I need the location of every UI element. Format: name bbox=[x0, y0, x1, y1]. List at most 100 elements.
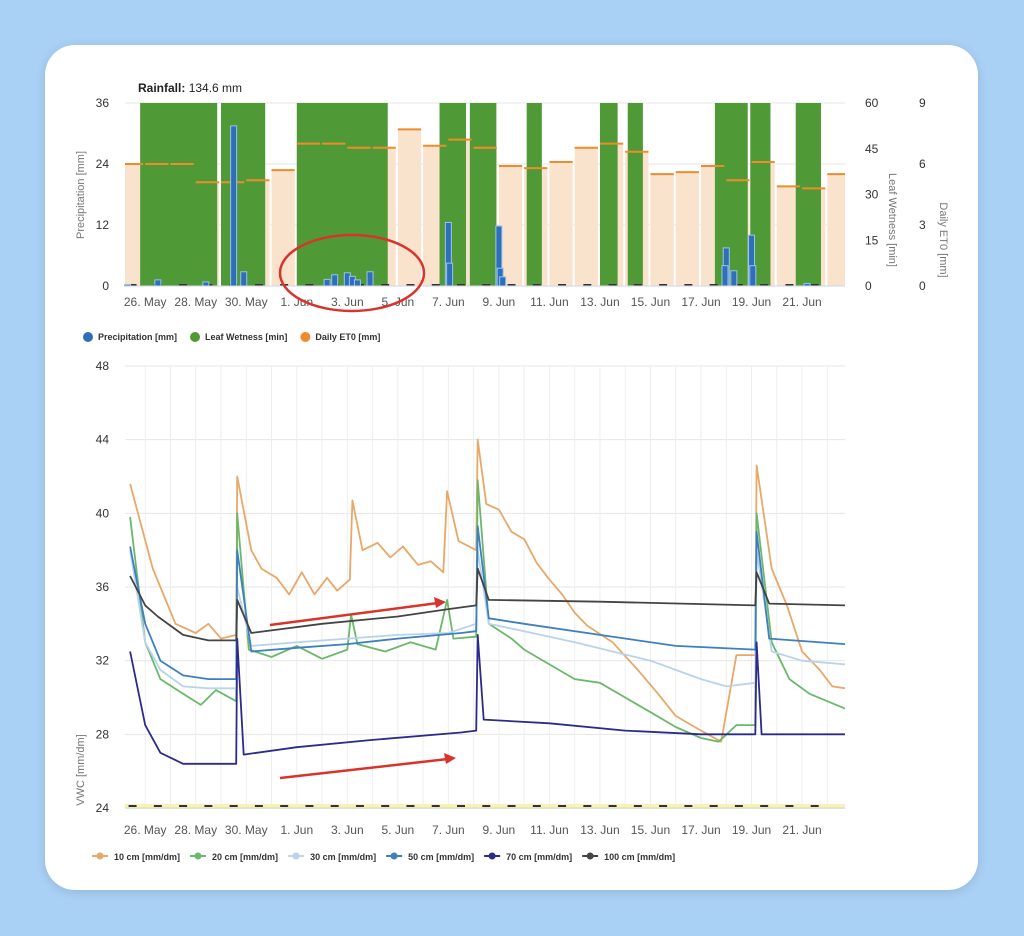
legend-label: 20 cm [mm/dm] bbox=[212, 852, 278, 862]
et0-bar bbox=[549, 161, 573, 286]
top-chart: 26. May 28. May 30. May 1. Jun 3. Jun 5. Jun 7… bbox=[75, 96, 949, 342]
rainfall-title: Rainfall: 134.6 mm bbox=[138, 81, 242, 95]
y-tick-label: 40 bbox=[96, 506, 110, 520]
trend-arrow bbox=[279, 753, 456, 780]
precipitation-bar bbox=[323, 278, 331, 287]
y-tick-leaf-wetness: 30 bbox=[865, 188, 879, 202]
x-tick-label: 3. Jun bbox=[331, 823, 364, 837]
precipitation-bar bbox=[499, 276, 507, 287]
y-tick-et0: 3 bbox=[919, 218, 926, 232]
x-tick-label: 5. Jun bbox=[381, 823, 414, 837]
x-tick-label: 26. May bbox=[124, 823, 167, 837]
x-tick-label: 11. Jun bbox=[530, 295, 568, 309]
legend-marker bbox=[190, 332, 201, 342]
y-axis-title-leaf-wetness: Leaf Wetness [min] bbox=[886, 173, 898, 267]
legend-label: 10 cm [mm/dm] bbox=[114, 852, 180, 862]
legend-marker bbox=[300, 332, 311, 342]
leaf-wetness-bar bbox=[439, 103, 467, 286]
x-tick-label: 19. Jun bbox=[732, 295, 771, 309]
precipitation-bar bbox=[749, 265, 757, 287]
precipitation-bar bbox=[230, 125, 238, 287]
x-tick-label: 30. May bbox=[225, 823, 268, 837]
legend-label: Precipitation [mm] bbox=[98, 332, 177, 342]
et0-bar bbox=[827, 174, 845, 286]
x-tick-label: 7. Jun bbox=[432, 823, 465, 837]
y-tick-left: 0 bbox=[102, 279, 109, 293]
y-tick-label: 48 bbox=[96, 359, 110, 373]
legend-label: 50 cm [mm/dm] bbox=[408, 852, 474, 862]
leaf-wetness-bar bbox=[469, 103, 497, 286]
legend-label: Daily ET0 [mm] bbox=[315, 332, 380, 342]
series-line-70cm bbox=[129, 634, 845, 765]
et0-bar bbox=[650, 174, 674, 286]
legend-marker bbox=[292, 852, 300, 860]
series-line-50cm bbox=[129, 525, 846, 680]
y-tick-et0: 6 bbox=[919, 157, 926, 171]
precipitation-bar bbox=[154, 279, 162, 287]
legend-marker bbox=[83, 332, 93, 342]
legend-marker bbox=[194, 852, 202, 860]
leaf-wetness-bar bbox=[140, 103, 218, 286]
legend-label: Leaf Wetness [min] bbox=[205, 332, 287, 342]
x-tick-label: 21. Jun bbox=[782, 295, 821, 309]
precipitation-bar bbox=[202, 281, 210, 287]
legend-marker bbox=[96, 852, 104, 860]
y-tick-label: 28 bbox=[96, 727, 110, 741]
et0-bar bbox=[574, 147, 598, 286]
leaf-wetness-bar bbox=[296, 103, 388, 286]
leaf-wetness-bar bbox=[714, 103, 748, 286]
leaf-wetness-bar bbox=[750, 103, 771, 286]
precipitation-bar bbox=[366, 271, 374, 287]
et0-bar bbox=[498, 166, 523, 286]
y-tick-et0: 0 bbox=[919, 279, 926, 293]
et0-bar bbox=[271, 170, 295, 286]
precipitation-bar bbox=[721, 265, 729, 287]
x-tick-label: 28. May bbox=[174, 823, 217, 837]
y-tick-leaf-wetness: 60 bbox=[865, 96, 879, 110]
series-line-10cm bbox=[129, 438, 846, 743]
et0-bar bbox=[675, 172, 699, 286]
leaf-wetness-bar bbox=[599, 103, 618, 286]
bottom-chart: 24 28 32 36 40 44 48 26. May 28. May 30. May 1. Ju… bbox=[75, 359, 846, 862]
y-tick-label: 44 bbox=[96, 433, 110, 447]
x-tick-label: 13. Jun bbox=[580, 823, 619, 837]
et0-bar bbox=[125, 164, 144, 286]
legend-marker bbox=[586, 852, 594, 860]
x-tick-label: 28. May bbox=[174, 295, 217, 309]
y-tick-leaf-wetness: 15 bbox=[865, 233, 879, 247]
x-tick-label: 15. Jun bbox=[631, 295, 670, 309]
x-tick-label: 30. May bbox=[225, 295, 268, 309]
y-tick-label: 24 bbox=[96, 801, 110, 815]
x-tick-label: 1. Jun bbox=[280, 823, 313, 837]
x-tick-label: 15. Jun bbox=[631, 823, 670, 837]
x-tick-label: 11. Jun bbox=[530, 823, 568, 837]
x-tick-label: 1. Jun bbox=[280, 295, 313, 309]
y-axis-title-et0: Daily ET0 [mm] bbox=[937, 202, 949, 277]
y-tick-label: 36 bbox=[96, 580, 110, 594]
x-tick-label: 26. May bbox=[124, 295, 167, 309]
legend-marker bbox=[390, 852, 398, 860]
x-tick-label: 13. Jun bbox=[580, 295, 619, 309]
x-tick-label: 9. Jun bbox=[483, 823, 516, 837]
et0-bar bbox=[397, 129, 422, 286]
y-tick-left: 36 bbox=[96, 96, 110, 110]
precipitation-bar bbox=[446, 262, 454, 287]
leaf-wetness-bar bbox=[627, 103, 643, 286]
x-tick-label: 9. Jun bbox=[483, 295, 516, 309]
y-tick-left: 24 bbox=[96, 157, 110, 171]
y-tick-leaf-wetness: 0 bbox=[865, 279, 872, 293]
legend-label: 30 cm [mm/dm] bbox=[310, 852, 376, 862]
y-tick-label: 32 bbox=[96, 654, 110, 668]
y-tick-leaf-wetness: 45 bbox=[865, 142, 879, 156]
et0-bar bbox=[776, 186, 801, 286]
precipitation-bar bbox=[240, 271, 248, 287]
highlight-ellipse bbox=[278, 233, 426, 313]
leaf-wetness-bar bbox=[221, 103, 266, 286]
precipitation-bar bbox=[353, 279, 361, 287]
x-tick-label: 3. Jun bbox=[331, 295, 364, 309]
trend-arrow bbox=[269, 597, 446, 627]
x-tick-label: 21. Jun bbox=[782, 823, 821, 837]
legend-marker bbox=[488, 852, 496, 860]
legend-label: 100 cm [mm/dm] bbox=[604, 852, 675, 862]
